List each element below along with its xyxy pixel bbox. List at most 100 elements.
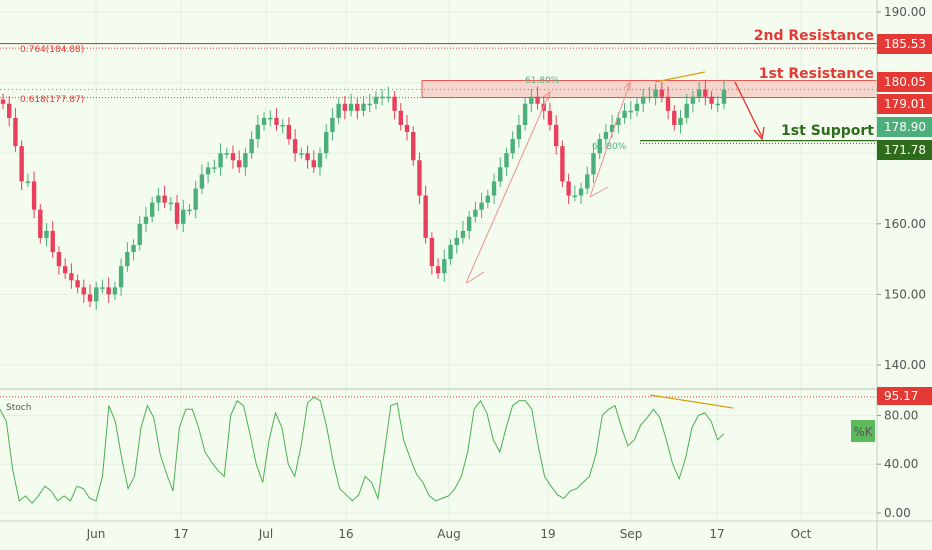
- price-tag: [877, 94, 932, 114]
- candle-body: [398, 110, 403, 125]
- candle-body: [13, 117, 18, 147]
- candle-body: [678, 117, 683, 125]
- candle-body: [553, 124, 559, 147]
- candle-body: [386, 96, 391, 99]
- stoch-tick-label: 80.00: [884, 408, 918, 422]
- price-tick-label: 160.00: [884, 217, 926, 231]
- candle-body: [149, 202, 155, 217]
- first-resistance-title: 1st Resistance: [759, 66, 874, 82]
- candle-body: [342, 103, 348, 111]
- candle-body: [280, 124, 285, 127]
- candle-body: [286, 124, 292, 140]
- candle-body: [156, 195, 161, 203]
- candle-body: [19, 146, 24, 182]
- candle-body: [292, 139, 298, 154]
- candle-body: [466, 216, 472, 231]
- candle-body: [261, 117, 267, 125]
- stoch-tick-label: 0.00: [884, 506, 911, 520]
- candle-body: [348, 103, 354, 111]
- candle-body: [547, 110, 553, 125]
- candle-body: [236, 160, 242, 168]
- candle-body: [684, 103, 689, 118]
- time-tick-label: Sep: [620, 527, 643, 541]
- candle-body: [429, 237, 435, 267]
- candle-body: [404, 124, 410, 133]
- candle-body: [672, 110, 677, 125]
- candle-body: [336, 103, 341, 118]
- candle-body: [44, 230, 49, 238]
- candle-body: [529, 96, 534, 104]
- candle-body: [249, 139, 254, 154]
- fib-label-61-80-a: 61.80%: [525, 76, 560, 86]
- candle-body: [653, 89, 658, 97]
- candle-body: [361, 103, 366, 111]
- fib-label-61-80-b: 61.80%: [592, 142, 627, 152]
- price-tag-label: 171.78: [884, 143, 926, 157]
- candle-body: [330, 117, 335, 133]
- price-tag-label: 178.90: [884, 120, 926, 134]
- candle-body: [87, 294, 93, 302]
- price-tag-label: 185.53: [884, 37, 926, 51]
- candle-body: [510, 139, 515, 154]
- candle-body: [75, 280, 80, 288]
- candle-body: [168, 202, 174, 205]
- time-tick-label: Jul: [258, 527, 273, 541]
- candle-body: [460, 230, 466, 238]
- fib-618-label: 0.618(177.87): [20, 95, 84, 105]
- annotations: 61.80% 61.80% 0.764(184.88) 0.618(177.87) 2n…: [20, 28, 874, 284]
- candle-body: [106, 287, 111, 295]
- candle-body: [255, 124, 261, 140]
- candle-body: [81, 287, 87, 295]
- candle-body: [535, 96, 540, 104]
- candle-body: [56, 252, 62, 267]
- candle-body: [94, 287, 99, 302]
- candle-body: [442, 259, 447, 274]
- price-tag: [877, 72, 932, 92]
- candle-body: [243, 153, 248, 168]
- price-tag-label: 179.01: [884, 97, 926, 111]
- fib-764-label: 0.764(184.88): [20, 45, 84, 55]
- candle-body: [367, 103, 372, 106]
- candle-body: [125, 252, 130, 267]
- candle-body: [311, 160, 316, 168]
- candle-body: [591, 153, 596, 175]
- candle-body: [212, 167, 217, 169]
- candle-body: [560, 146, 565, 182]
- candle-body: [7, 103, 12, 118]
- candle-body: [205, 167, 211, 175]
- candle-body: [187, 209, 192, 212]
- candle-body: [628, 110, 633, 113]
- stoch-divergence-line: [649, 394, 734, 409]
- candle-body: [274, 117, 279, 125]
- candle-body: [703, 89, 708, 97]
- stoch-label: Stoch: [6, 403, 31, 413]
- candle-body: [417, 160, 422, 196]
- candle-body: [230, 153, 236, 161]
- second-resistance-title: 2nd Resistance: [754, 28, 874, 44]
- candle-body: [137, 223, 142, 245]
- stoch-k-line: [0, 396, 725, 504]
- candle-body: [38, 209, 43, 238]
- candle-body: [435, 266, 441, 274]
- candle-body: [112, 287, 118, 295]
- candle-body: [355, 103, 360, 111]
- candle-body: [616, 117, 621, 125]
- projection-arrow: [734, 81, 763, 138]
- candle-body: [640, 96, 646, 104]
- candle-body: [696, 89, 702, 97]
- candle-body: [317, 153, 323, 168]
- fib-extension-arrow-2-base: [589, 186, 609, 198]
- fib-extension-arrowhead-2: [623, 80, 631, 91]
- candle-body: [690, 96, 696, 104]
- first-support-title: 1st Support: [781, 123, 874, 139]
- price-tag: [877, 34, 932, 54]
- price-tick-label: 190.00: [884, 5, 926, 19]
- time-tick-label: 16: [338, 527, 353, 541]
- candle-body: [268, 117, 273, 120]
- candle-body: [100, 287, 105, 289]
- candle-body: [162, 195, 167, 203]
- candle-body: [423, 195, 428, 238]
- time-tick-label: 19: [540, 527, 555, 541]
